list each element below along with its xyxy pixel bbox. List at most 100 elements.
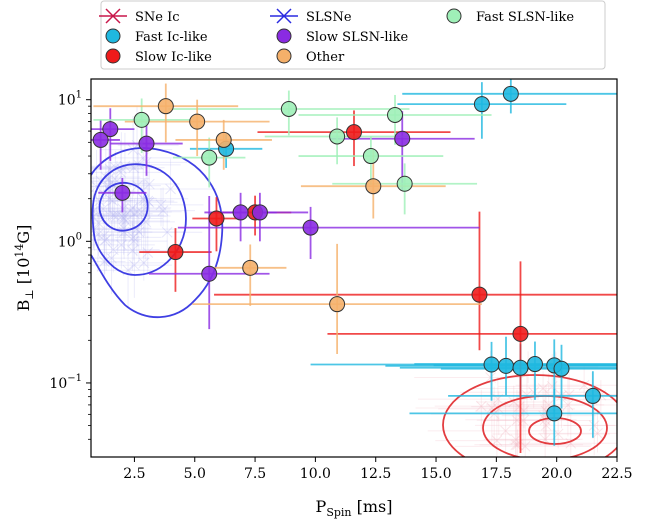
slow-slsn-point: [92, 131, 109, 148]
slsne-background-point: [91, 191, 172, 241]
other-point: [157, 98, 174, 115]
slow-slsn-point: [102, 121, 119, 138]
slsne-background-marker: [133, 226, 145, 238]
slow-slsn-point: [138, 135, 155, 152]
fast-slsn-point: [201, 149, 218, 166]
snic-background-marker: [540, 419, 552, 431]
slsne-background-marker: [104, 163, 116, 175]
fast-ic-point: [512, 359, 529, 376]
fast-ic-point: [483, 356, 500, 373]
fast-ic-point: [546, 405, 563, 422]
legend-entry: Fast Ic-like: [105, 28, 208, 45]
slsne-background-point: [94, 201, 178, 257]
slsne-background-marker: [116, 239, 127, 251]
slsne-contour-inner: [98, 182, 149, 232]
snic-background-marker: [510, 434, 522, 445]
slsne-background-marker: [100, 234, 112, 245]
x-tick-label: 10.0: [300, 466, 331, 482]
slsne-background-point: [91, 212, 139, 272]
slsne-background-marker: [143, 196, 155, 208]
slow-slsn-point: [232, 204, 249, 221]
snic-background-marker: [486, 402, 498, 414]
slsne-background-marker: [103, 173, 115, 184]
slsne-background-marker: [119, 210, 131, 222]
slsne-background-marker: [165, 183, 176, 195]
slsne-background-marker: [91, 211, 99, 223]
x-tick-label: 17.5: [481, 466, 512, 482]
snic-background-marker: [537, 383, 549, 394]
slsne-background-marker: [127, 202, 138, 214]
slow-slsn-point: [302, 219, 319, 236]
slsne-background-marker: [98, 256, 110, 267]
y-tick-label: 101: [58, 90, 82, 109]
legend-entry: Fast SLSN-like: [446, 8, 574, 25]
legend-entry: Slow SLSN-like: [276, 28, 409, 45]
slsne-background-marker: [109, 210, 120, 221]
slsne-background-point: [110, 121, 175, 190]
snic-background-marker: [562, 399, 574, 411]
slsne-background-marker: [103, 180, 114, 192]
y-axis: 10−1 100 101: [49, 90, 91, 440]
snic-background-marker: [592, 427, 603, 439]
slsne-background-point: [101, 225, 170, 281]
snic-background-marker: [519, 441, 531, 452]
fast-slsn-point: [329, 128, 346, 145]
legend: SNe Ic Fast Ic-like Slow Ic-like SLSNe Slow …: [99, 0, 606, 70]
legend-box: [100, 0, 606, 70]
x-tick-label: 22.5: [601, 466, 632, 482]
slsne-background-point: [91, 226, 140, 275]
slsne-background-point: [101, 215, 186, 262]
background-scatter: [91, 106, 617, 457]
fast-slsn-point: [396, 175, 413, 192]
slsne-background-marker: [93, 217, 104, 229]
fast-slsn-point: [362, 148, 379, 165]
slsne-background-marker: [132, 206, 144, 218]
slsne-background-marker: [112, 209, 124, 221]
legend-label: SNe Ic: [135, 10, 180, 25]
legend-label: Other: [306, 50, 345, 65]
slow-slsn-point: [114, 184, 131, 201]
slsne-background-point: [117, 106, 179, 163]
slsne-background-point: [91, 191, 165, 253]
slsne-background-marker: [107, 244, 119, 255]
snic-background-marker: [475, 400, 487, 412]
legend-entry: SLSNe: [270, 8, 352, 25]
slow-slsn-point: [201, 265, 218, 282]
slsne-background-marker: [98, 230, 110, 241]
snic-background-point: [454, 419, 591, 457]
fast-ic-point: [473, 96, 490, 113]
snic-background-marker: [500, 425, 511, 437]
fast-ic-point: [498, 357, 515, 374]
slsne-background-marker: [116, 210, 128, 222]
slow-ic-point: [346, 124, 362, 141]
slsne-background-marker: [127, 232, 139, 243]
slsne-background-point: [99, 192, 182, 247]
snic-background-point: [483, 405, 581, 457]
slsne-background-point: [91, 199, 164, 251]
slsne-background-marker: [128, 235, 140, 247]
slsne-background-marker: [115, 167, 127, 178]
slsne-background-marker: [118, 222, 130, 234]
legend-label: Fast SLSN-like: [476, 10, 574, 25]
legend-circle-marker: [105, 28, 121, 44]
snic-background-point: [476, 385, 552, 425]
y-tick-label: 100: [58, 231, 82, 250]
x-axis-label: PSpin [ms]: [316, 497, 393, 519]
fast-ic-point: [553, 360, 570, 377]
slsne-background-point: [91, 141, 150, 211]
slsne-background-marker: [124, 205, 136, 217]
x-axis: 2.5 5.0 7.5 10.0 12.5 15.0 17.5 20.0 22.5: [123, 457, 633, 482]
x-tick-label: 5.0: [184, 466, 206, 482]
snic-background-point: [459, 366, 588, 409]
snic-background-marker: [588, 420, 600, 431]
slsne-background-point: [122, 188, 204, 227]
plot-frame: [90, 78, 618, 458]
slsne-background-marker: [118, 226, 130, 238]
slsne-background-marker: [105, 177, 116, 189]
snic-background-point: [479, 416, 592, 457]
y-tick-label: 10−1: [49, 373, 82, 392]
fast-ic-point: [526, 356, 543, 373]
slsne-background-marker: [107, 209, 119, 221]
y-axis-label: B⊥ [1014G]: [13, 225, 36, 312]
